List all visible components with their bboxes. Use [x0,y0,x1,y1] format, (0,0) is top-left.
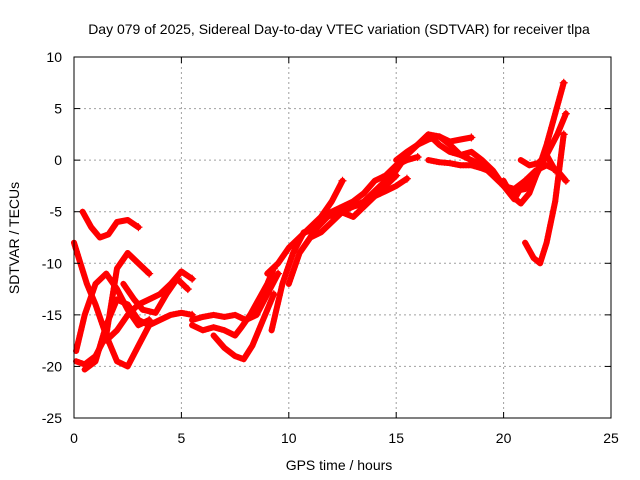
series-end-marker [551,166,560,175]
series-track-11 [264,176,347,277]
plus-markers [350,175,410,210]
series-track [285,131,475,287]
series-markers [350,175,410,210]
series-track-5 [81,296,154,373]
series-track-14 [307,153,422,241]
series-end-marker [559,78,568,87]
plus-markers [189,265,277,339]
series-track-10 [210,290,278,363]
series-track [264,177,346,277]
x-tick-labels: 0 5 10 15 20 25 [70,430,619,446]
x-tick-label: 25 [603,430,619,446]
series-end-marker [559,130,568,139]
series-end-marker [183,285,192,294]
chart-title: Day 079 of 2025, Sidereal Day-to-day VTE… [88,21,590,37]
y-tick-labels: -25 -20 -15 -10 -5 0 5 10 [42,49,62,426]
series-end-marker [274,269,283,278]
grid-layer [74,57,611,418]
y-axis-label: SDTVAR / TECUs [6,182,22,294]
tick-layer [73,56,612,419]
series-end-marker [145,269,154,278]
series-end-marker [413,153,422,162]
series-end-marker [561,109,570,118]
x-tick-label: 15 [388,430,404,446]
series-track-15 [350,174,411,210]
series-end-marker [338,176,347,185]
y-tick-label: -10 [42,255,62,271]
plus-markers [210,291,277,363]
series-markers [120,275,191,316]
plus-markers [120,275,191,316]
y-tick-label: -20 [42,358,62,374]
series-track-21 [522,130,568,267]
series-markers [210,291,277,363]
plus-markers [81,296,153,373]
plus-markers [517,152,559,174]
series-markers [307,154,421,241]
series-track-8 [189,269,283,323]
x-tick-label: 10 [281,430,297,446]
series-markers [79,208,142,241]
y-tick-label: -15 [42,307,62,323]
x-tick-label: 0 [70,430,78,446]
x-axis-label: GPS time / hours [286,457,393,473]
series-end-marker [561,176,570,185]
series-track-7 [120,275,192,316]
plot-frame [73,56,612,419]
series-track-2 [79,208,143,241]
series-layer [71,78,570,373]
y-tick-label: 10 [46,49,62,65]
plus-markers [79,208,142,241]
plus-markers [522,131,567,267]
y-tick-label: -5 [50,204,63,220]
y-tick-label: 0 [54,152,62,168]
x-tick-label: 5 [178,430,186,446]
series-markers [81,296,153,373]
series-markers [517,152,559,174]
series-end-marker [134,223,143,232]
x-tick-label: 20 [496,430,512,446]
series-track-22 [517,152,560,175]
y-tick-label: 5 [54,101,62,117]
series-end-marker [269,290,278,299]
plus-markers [307,154,421,241]
series-end-marker [145,321,154,330]
series-end-marker [402,174,411,183]
series-markers [522,131,567,267]
series-end-marker [467,133,476,142]
series-markers [189,265,277,339]
y-tick-label: -25 [42,410,62,426]
series-end-marker [188,274,197,283]
